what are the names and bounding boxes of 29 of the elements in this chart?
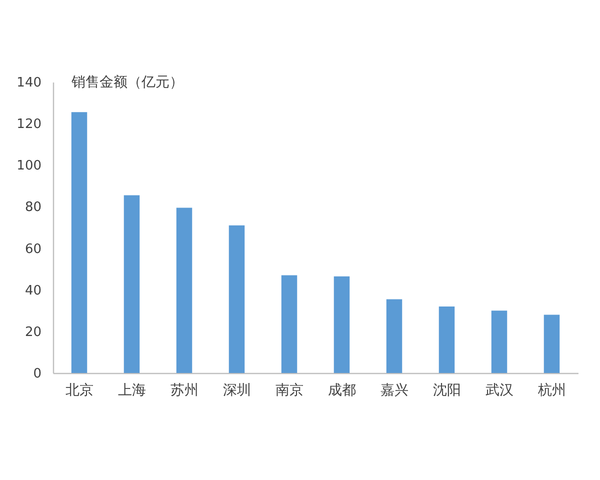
x-tick-label: 杭州: [536, 382, 566, 398]
y-tick-label: 0: [33, 366, 42, 382]
y-tick-label: 120: [16, 117, 42, 132]
x-tick-label: 成都: [328, 382, 356, 398]
y-tick-label: 60: [24, 242, 42, 257]
bar: [281, 275, 298, 373]
x-tick-label: 沈阳: [432, 382, 461, 398]
bar: [176, 208, 192, 373]
bar: [491, 310, 508, 373]
bar: [386, 299, 402, 373]
y-tick-label: 40: [24, 283, 42, 298]
x-tick-label: 武汉: [485, 382, 514, 398]
bar: [124, 195, 140, 373]
y-tick-label: 100: [16, 158, 42, 174]
y-tick-label: 20: [24, 324, 42, 340]
x-tick-label: 苏州: [170, 382, 198, 398]
y-axis-title: 销售金额（亿元）: [70, 74, 184, 90]
bar: [71, 112, 88, 373]
x-tick-label: 上海: [118, 382, 146, 398]
bar: [334, 276, 350, 373]
x-tick-label: 嘉兴: [380, 382, 408, 398]
x-tick-label: 北京: [65, 382, 94, 398]
bar: [228, 225, 245, 373]
x-tick-label: 深圳: [222, 382, 251, 398]
bar: [544, 314, 560, 373]
y-tick-label: 140: [16, 76, 42, 90]
bar: [438, 306, 455, 373]
y-tick-label: 80: [24, 200, 42, 216]
x-tick-label: 南京: [275, 382, 304, 398]
